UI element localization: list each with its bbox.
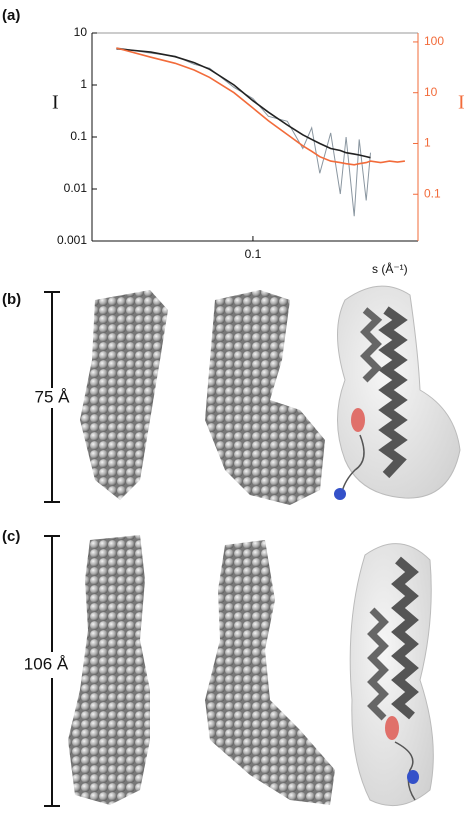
y2-tick-label: 1: [424, 136, 431, 150]
panel-label: (a): [2, 7, 20, 24]
domain: [351, 408, 365, 432]
scale-bar: [44, 291, 60, 503]
scale-bar: [44, 535, 60, 807]
y-tick-label: 0.01: [64, 181, 88, 195]
helix: [378, 306, 408, 479]
bead-model: [68, 535, 150, 805]
helix: [360, 307, 383, 383]
loop: [394, 741, 416, 801]
series-line: [116, 47, 371, 217]
y2-axis-label: I: [458, 92, 465, 114]
bead-model: [205, 540, 335, 805]
y-tick-label: 10: [74, 25, 88, 39]
domain: [407, 770, 419, 784]
domain: [385, 716, 399, 740]
series-line: [116, 47, 406, 166]
panel-label: (b): [2, 291, 21, 308]
y2-tick-label: 0.1: [424, 186, 441, 200]
bead-model: [80, 290, 168, 500]
y-tick-label: 1: [80, 77, 87, 91]
x-tick-label: 0.1: [245, 247, 262, 261]
y-tick-label: 0.1: [70, 129, 87, 143]
y-tick-label: 0.001: [57, 233, 87, 247]
y-axis-label: I: [52, 92, 59, 114]
series-line: [116, 47, 371, 159]
helix: [391, 556, 419, 720]
panel-label: (c): [2, 528, 20, 545]
scale-label: 75 Å: [35, 387, 71, 406]
domain: [334, 488, 346, 500]
envelope: [349, 543, 434, 807]
loop: [341, 434, 365, 493]
y2-tick-label: 10: [424, 85, 438, 99]
bead-model: [205, 290, 325, 505]
x-axis-label: s (Å⁻¹): [372, 261, 408, 276]
scale-label: 106 Å: [24, 654, 69, 673]
helix: [367, 607, 389, 721]
y2-tick-label: 100: [424, 34, 444, 48]
